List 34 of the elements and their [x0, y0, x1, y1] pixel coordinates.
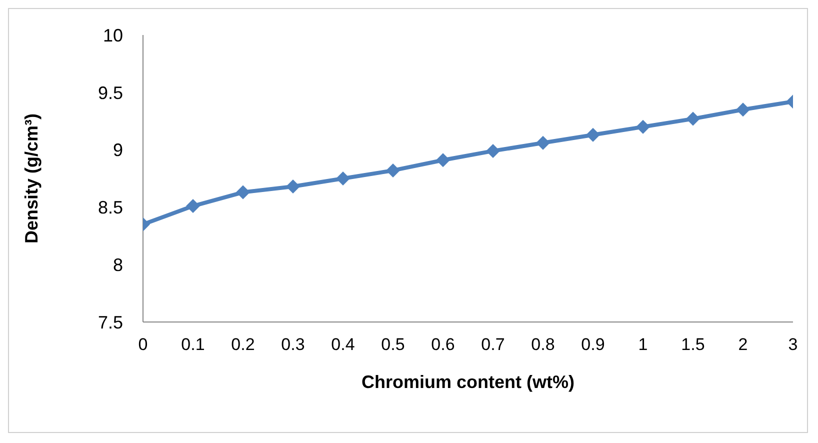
point	[336, 172, 350, 186]
x-tick-label: 0.7	[481, 335, 505, 354]
point	[636, 120, 650, 134]
point	[236, 185, 250, 200]
y-tick-label: 8.5	[98, 198, 123, 218]
y-tick-label: 7.5	[98, 312, 123, 332]
y-tick-label: 10	[102, 25, 123, 46]
x-tick-label: 0.6	[431, 335, 455, 354]
x-tick-label: 1.5	[681, 335, 705, 354]
point	[386, 163, 400, 178]
x-tick-label: 0.2	[231, 335, 255, 354]
x-tick-label: 2	[738, 335, 748, 354]
point	[536, 136, 550, 150]
x-tick-label: 0.5	[381, 335, 405, 354]
point	[686, 112, 700, 126]
point	[186, 199, 200, 214]
x-tick-label: 1	[638, 335, 648, 354]
x-tick-label: 0.4	[331, 335, 355, 354]
x-tick-label: 0	[138, 335, 148, 354]
x-axis-title: Chromium content (wt%)	[362, 372, 574, 392]
y-tick-label: 9.5	[98, 82, 123, 103]
point	[486, 144, 500, 158]
point	[736, 102, 750, 117]
x-tick-label: 0.1	[181, 335, 205, 354]
point	[586, 128, 600, 142]
y-tick-label: 9	[112, 140, 123, 160]
y-axis-title: Density (g/cm³)	[21, 113, 42, 244]
x-tick-label: 0.3	[281, 335, 305, 354]
point	[286, 180, 300, 194]
y-tick-label: 8	[112, 254, 123, 275]
x-tick-label: 0.8	[531, 335, 555, 354]
x-tick-label: 3	[788, 335, 798, 354]
point	[436, 153, 450, 168]
x-tick-label: 0.9	[581, 335, 605, 354]
